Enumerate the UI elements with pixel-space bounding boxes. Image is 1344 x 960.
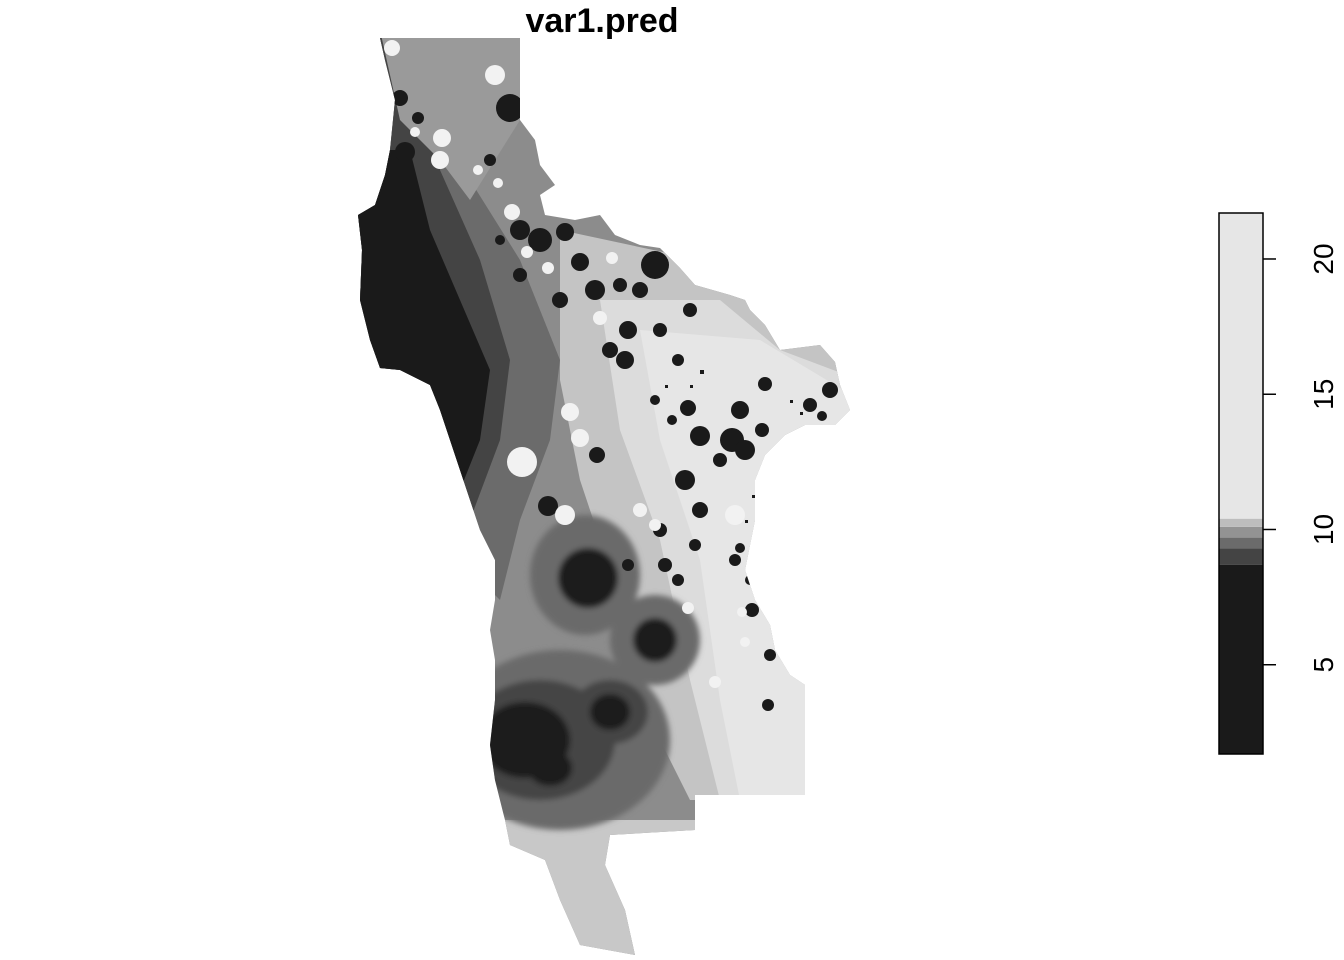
legend-tick-label-5: 5 xyxy=(1308,657,1339,673)
legend-frame xyxy=(1218,212,1264,755)
legend-band-0 xyxy=(1219,564,1263,754)
legend-tick-label-10: 10 xyxy=(1308,514,1339,545)
legend-tick-label-20: 20 xyxy=(1308,243,1339,274)
legend-band-5 xyxy=(1219,213,1263,519)
legend-color-bar xyxy=(1219,213,1263,754)
legend-tick-label-15: 15 xyxy=(1308,379,1339,410)
plot-title: var1.pred xyxy=(525,2,679,40)
legend-band-1 xyxy=(1219,548,1263,565)
legend-band-2 xyxy=(1219,537,1263,549)
legend-band-3 xyxy=(1219,526,1263,538)
legend-band-4 xyxy=(1219,518,1263,527)
legend-ticks: 5 10 15 20 xyxy=(1263,243,1339,673)
